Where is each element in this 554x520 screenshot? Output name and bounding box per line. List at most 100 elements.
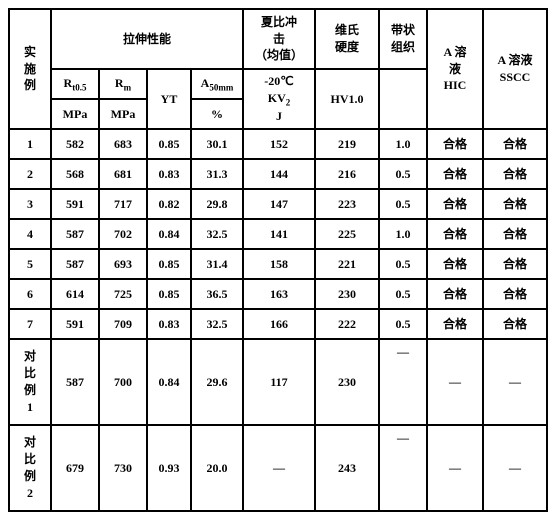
cell-hic: 合格: [427, 159, 483, 189]
hdr-a50-top: A50mm: [191, 69, 243, 99]
cell-rt: 591: [51, 189, 99, 219]
cell-sscc: 合格: [483, 249, 547, 279]
table-row: 66147250.8536.51632300.5合格合格: [9, 279, 547, 309]
comp1-sscc: —: [483, 339, 547, 425]
hdr-vickers-top: 维氏硬度: [315, 9, 379, 69]
cell-rm: 681: [99, 159, 147, 189]
comp1-band: —: [379, 339, 427, 425]
cell-rt: 591: [51, 309, 99, 339]
cell-hic: 合格: [427, 249, 483, 279]
hdr-vickers-bot: HV1.0: [315, 69, 379, 129]
cell-kv: 144: [243, 159, 315, 189]
cell-hv: 216: [315, 159, 379, 189]
hdr-band-bot: [379, 69, 427, 129]
cell-yt: 0.83: [147, 159, 191, 189]
hdr-tensile-group: 拉伸性能: [51, 9, 243, 69]
comp2-sscc: —: [483, 425, 547, 511]
cell-label: 3: [9, 189, 51, 219]
cell-sscc: 合格: [483, 129, 547, 159]
comp2-rt: 679: [51, 425, 99, 511]
comp1-kv: 117: [243, 339, 315, 425]
cell-yt: 0.85: [147, 279, 191, 309]
cell-hv: 225: [315, 219, 379, 249]
comp1-hv: 230: [315, 339, 379, 425]
cell-a50: 31.3: [191, 159, 243, 189]
cell-hic: 合格: [427, 129, 483, 159]
table-row: 75917090.8332.51662220.5合格合格: [9, 309, 547, 339]
cell-rm: 709: [99, 309, 147, 339]
cell-a50: 30.1: [191, 129, 243, 159]
cell-hv: 230: [315, 279, 379, 309]
cell-hv: 219: [315, 129, 379, 159]
table-row: 25686810.8331.31442160.5合格合格: [9, 159, 547, 189]
cell-sscc: 合格: [483, 279, 547, 309]
cell-band: 0.5: [379, 159, 427, 189]
cell-label: 7: [9, 309, 51, 339]
cell-sscc: 合格: [483, 189, 547, 219]
cell-sscc: 合格: [483, 159, 547, 189]
cell-rt: 587: [51, 249, 99, 279]
hdr-charpy-top: 夏比冲击（均值）: [243, 9, 315, 69]
cell-rm: 693: [99, 249, 147, 279]
comp1-a50: 29.6: [191, 339, 243, 425]
comp2-a50: 20.0: [191, 425, 243, 511]
cell-kv: 158: [243, 249, 315, 279]
comp2-hv: 243: [315, 425, 379, 511]
cell-hv: 222: [315, 309, 379, 339]
properties-table: 实施例 拉伸性能 夏比冲击（均值） 维氏硬度 带状组织 A 溶液HIC A 溶液…: [8, 8, 548, 512]
comp1-yt: 0.84: [147, 339, 191, 425]
hdr-a-sscc: A 溶液SSCC: [483, 9, 547, 129]
comp2-rm: 730: [99, 425, 147, 511]
cell-rm: 717: [99, 189, 147, 219]
comp1-label: 对比例1: [9, 339, 51, 425]
cell-a50: 29.8: [191, 189, 243, 219]
cell-a50: 32.5: [191, 219, 243, 249]
table-row: 55876930.8531.41582210.5合格合格: [9, 249, 547, 279]
cell-rt: 587: [51, 219, 99, 249]
comp1-rt: 587: [51, 339, 99, 425]
cell-band: 1.0: [379, 129, 427, 159]
cell-rm: 725: [99, 279, 147, 309]
cell-band: 1.0: [379, 219, 427, 249]
cell-hic: 合格: [427, 219, 483, 249]
comp2-band: —: [379, 425, 427, 511]
hdr-charpy-bot: -20℃KV2J: [243, 69, 315, 129]
cell-label: 5: [9, 249, 51, 279]
hdr-a50-bot: %: [191, 99, 243, 129]
comp2-kv: —: [243, 425, 315, 511]
hdr-rt05-bot: MPa: [51, 99, 99, 129]
cell-label: 1: [9, 129, 51, 159]
hdr-a-hic: A 溶液HIC: [427, 9, 483, 129]
cell-sscc: 合格: [483, 219, 547, 249]
hdr-yt: YT: [147, 69, 191, 129]
cell-a50: 36.5: [191, 279, 243, 309]
cell-yt: 0.85: [147, 249, 191, 279]
cell-yt: 0.83: [147, 309, 191, 339]
hdr-rm-top: Rm: [99, 69, 147, 99]
cell-band: 0.5: [379, 309, 427, 339]
cell-rm: 702: [99, 219, 147, 249]
cell-sscc: 合格: [483, 309, 547, 339]
cell-hic: 合格: [427, 279, 483, 309]
cell-yt: 0.85: [147, 129, 191, 159]
cell-rt: 582: [51, 129, 99, 159]
cell-hv: 221: [315, 249, 379, 279]
cell-label: 2: [9, 159, 51, 189]
cell-label: 4: [9, 219, 51, 249]
cell-yt: 0.82: [147, 189, 191, 219]
cell-kv: 141: [243, 219, 315, 249]
cell-kv: 152: [243, 129, 315, 159]
comp2-hic: —: [427, 425, 483, 511]
cell-band: 0.5: [379, 189, 427, 219]
cell-hic: 合格: [427, 189, 483, 219]
cell-rt: 568: [51, 159, 99, 189]
cell-a50: 32.5: [191, 309, 243, 339]
comp2-label: 对比例2: [9, 425, 51, 511]
cell-a50: 31.4: [191, 249, 243, 279]
cell-hv: 223: [315, 189, 379, 219]
cell-kv: 163: [243, 279, 315, 309]
cell-band: 0.5: [379, 279, 427, 309]
table-row: 35917170.8229.81472230.5合格合格: [9, 189, 547, 219]
table-row: 15826830.8530.11522191.0合格合格: [9, 129, 547, 159]
hdr-rt05-top: Rt0.5: [51, 69, 99, 99]
